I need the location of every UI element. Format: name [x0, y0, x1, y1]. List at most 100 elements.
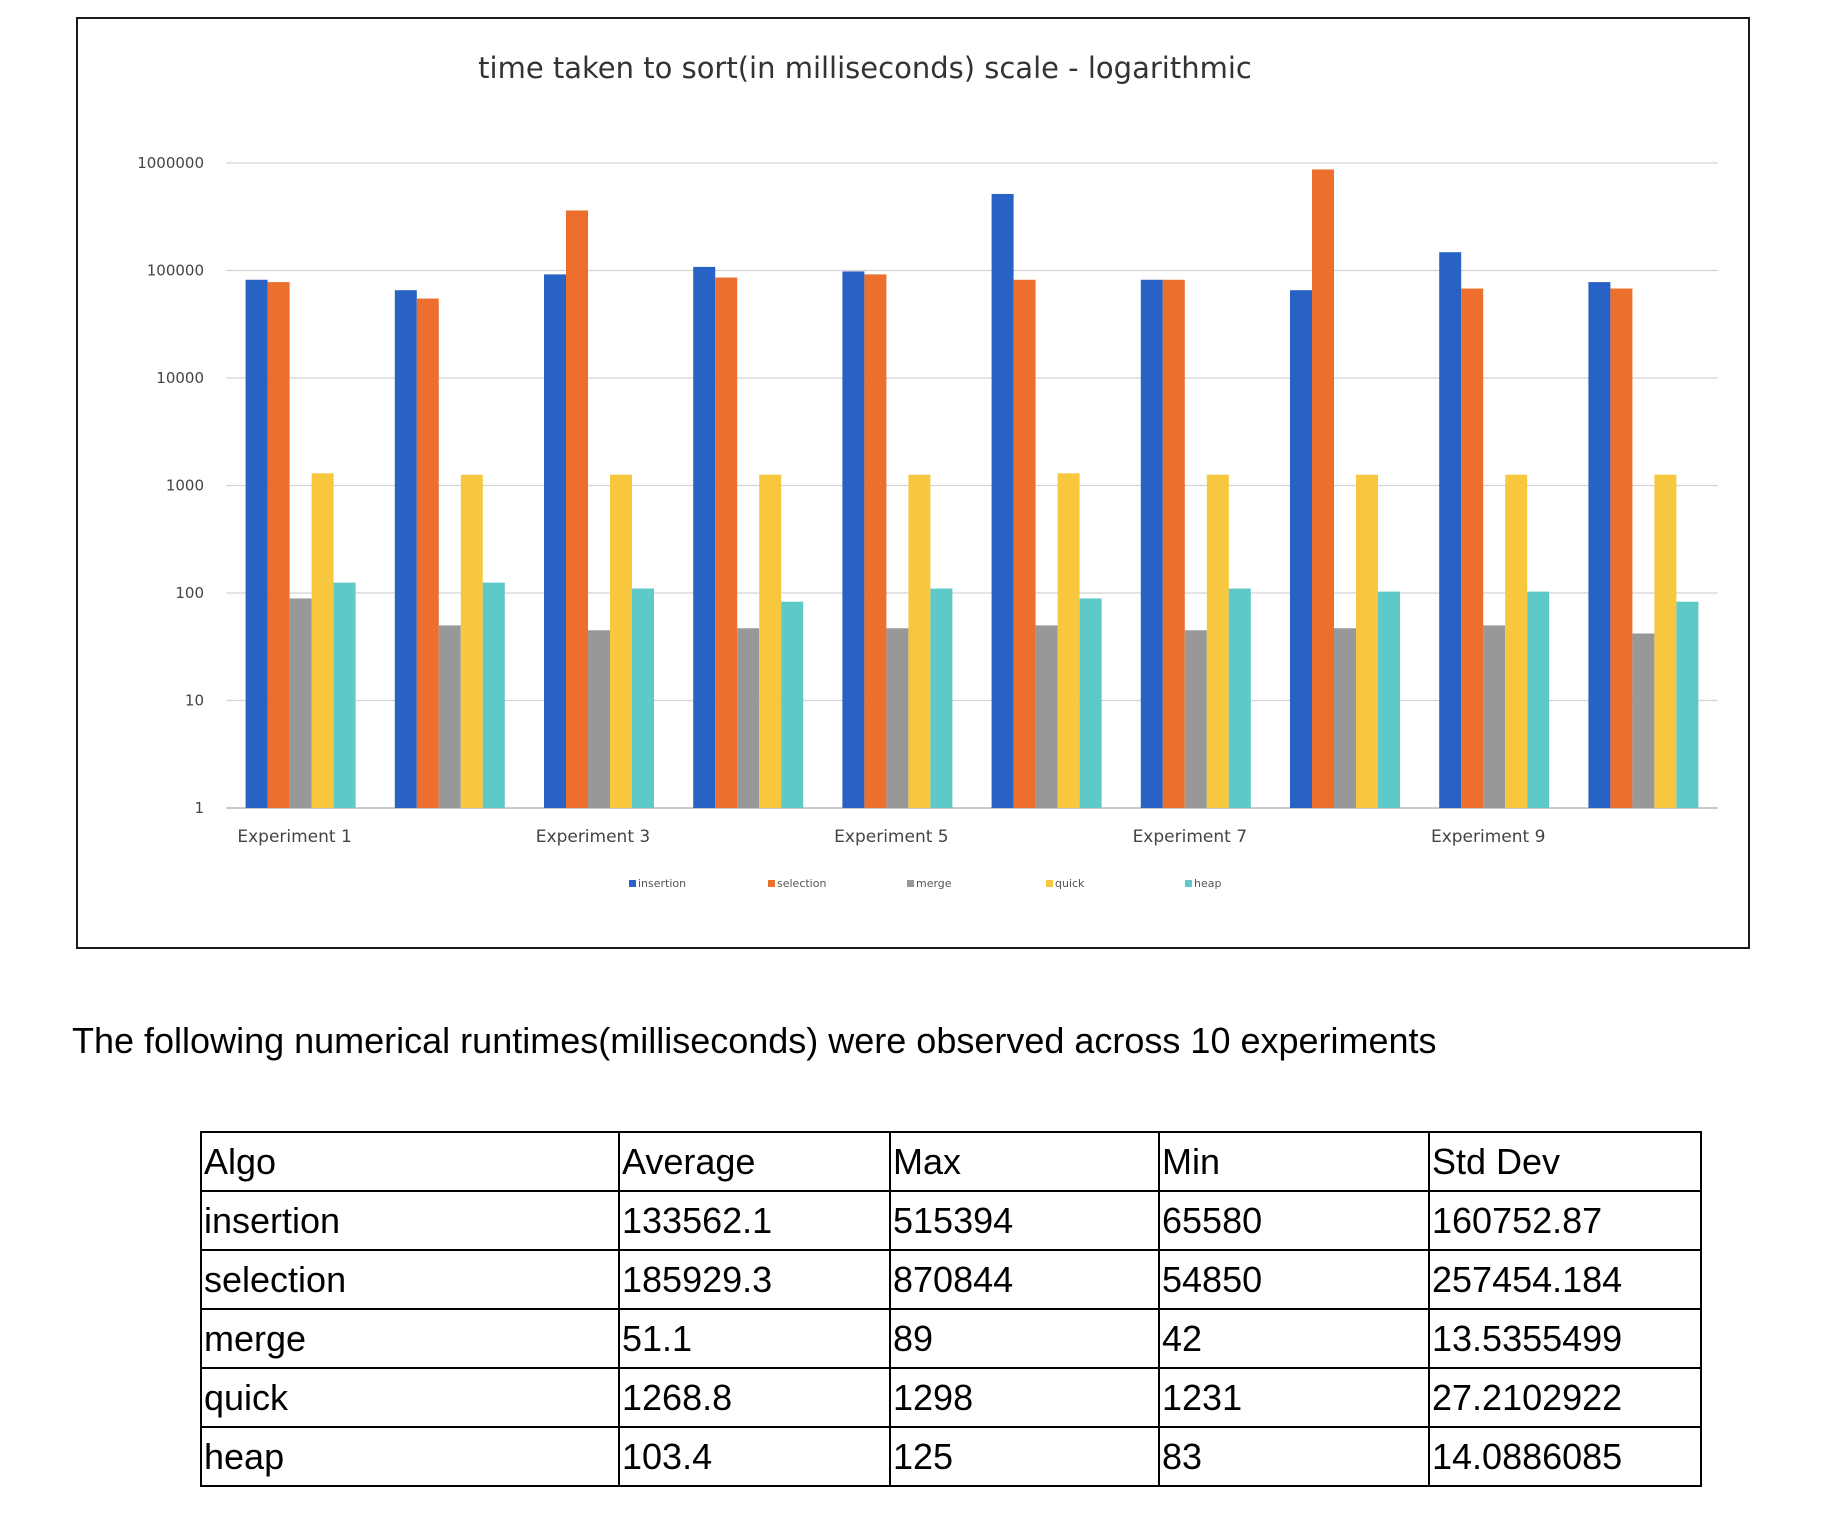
legend-swatch — [768, 880, 775, 887]
x-axis-labels: Experiment 1 Experiment 3 Experiment 5 Expe… — [237, 827, 1545, 847]
y-tick-label: 100000 — [147, 262, 204, 280]
legend-label: merge — [916, 877, 952, 890]
bar-heap — [781, 601, 804, 808]
bar-selection — [1461, 288, 1484, 809]
bar-selection — [715, 277, 738, 809]
bar-selection — [566, 210, 588, 808]
bar-heap — [1079, 598, 1102, 808]
bar-merge — [1632, 633, 1655, 808]
header-cell: Std Dev — [1428, 1131, 1702, 1192]
legend-swatch — [1046, 880, 1053, 887]
bar-quick — [1505, 474, 1528, 808]
y-tick-label: 10000 — [156, 369, 204, 387]
bar-heap — [333, 582, 356, 808]
bar-selection — [1162, 279, 1185, 808]
y-tick-label: 10 — [185, 692, 204, 710]
table-row: merge 51.1 89 42 13.5355499 — [200, 1308, 1702, 1369]
table-cell: 515394 — [889, 1190, 1160, 1251]
bar-insertion — [1290, 290, 1312, 808]
bar-quick — [1057, 473, 1080, 808]
bar-quick — [1206, 474, 1229, 808]
bar-insertion — [1588, 282, 1611, 808]
table-header-row: Algo Average Max Min Std Dev — [200, 1131, 1702, 1192]
table-cell: 13.5355499 — [1428, 1308, 1702, 1369]
bar-selection — [864, 274, 887, 808]
table-cell: 160752.87 — [1428, 1190, 1702, 1251]
bar-insertion — [842, 271, 865, 808]
legend-swatch — [907, 880, 914, 887]
bar-heap — [632, 588, 654, 808]
header-cell: Algo — [200, 1131, 620, 1192]
header-cell: Max — [889, 1131, 1160, 1192]
chart-title: time taken to sort(in milliseconds) scal… — [478, 51, 1252, 85]
legend-label: selection — [777, 877, 826, 890]
bar-merge — [1035, 625, 1058, 808]
table-row: insertion 133562.1 515394 65580 160752.8… — [200, 1190, 1702, 1251]
bar-insertion — [1439, 252, 1462, 808]
legend-label: heap — [1194, 877, 1221, 890]
bar-insertion — [991, 193, 1014, 809]
table-cell: 185929.3 — [618, 1249, 891, 1310]
table-cell: 1298 — [889, 1367, 1160, 1428]
table-cell: 133562.1 — [618, 1190, 891, 1251]
bar-quick — [311, 473, 334, 808]
legend-label: quick — [1055, 877, 1085, 890]
bars — [245, 169, 1699, 809]
bar-heap — [930, 588, 953, 808]
legend-label: insertion — [638, 877, 686, 890]
caption: The following numerical runtimes(millise… — [72, 1020, 1437, 1061]
table-cell: 103.4 — [618, 1426, 891, 1487]
table-cell: 51.1 — [618, 1308, 891, 1369]
bar-heap — [1676, 601, 1699, 808]
x-tick-label: Experiment 7 — [1133, 827, 1247, 847]
table-cell: 125 — [889, 1426, 1160, 1487]
table-cell: 14.0886085 — [1428, 1426, 1702, 1487]
bar-insertion — [245, 279, 268, 808]
y-axis-ticks: 1 10 100 1000 10000 100000 1000000 — [137, 154, 204, 817]
bar-quick — [1356, 474, 1378, 808]
table-cell: 83 — [1158, 1426, 1430, 1487]
table-cell: 42 — [1158, 1308, 1430, 1369]
bar-insertion — [693, 266, 716, 808]
bar-merge — [886, 628, 909, 808]
table-cell: merge — [200, 1308, 620, 1369]
y-tick-label: 1 — [194, 799, 204, 817]
bar-quick — [908, 474, 931, 808]
table-cell: 1268.8 — [618, 1367, 891, 1428]
table-cell: 27.2102922 — [1428, 1367, 1702, 1428]
table-cell: 89 — [889, 1308, 1160, 1369]
bar-quick — [1654, 474, 1677, 808]
x-tick-label: Experiment 5 — [834, 827, 948, 847]
bar-merge — [438, 625, 461, 808]
table-row: heap 103.4 125 83 14.0886085 — [200, 1426, 1702, 1487]
bar-quick — [460, 474, 483, 808]
bar-quick — [610, 474, 632, 808]
table-cell: 65580 — [1158, 1190, 1430, 1251]
bar-heap — [482, 582, 505, 808]
table-row: quick 1268.8 1298 1231 27.2102922 — [200, 1367, 1702, 1428]
table-cell: 870844 — [889, 1249, 1160, 1310]
bar-merge — [588, 630, 610, 808]
bar-merge — [1483, 625, 1506, 808]
bar-insertion — [394, 290, 417, 808]
y-tick-label: 1000000 — [137, 154, 204, 172]
table-cell: selection — [200, 1249, 620, 1310]
table-row: selection 185929.3 870844 54850 257454.1… — [200, 1249, 1702, 1310]
table-cell: 1231 — [1158, 1367, 1430, 1428]
legend: insertion selection merge quick heap — [629, 877, 1221, 890]
bar-selection — [1610, 288, 1633, 809]
bar-quick — [759, 474, 782, 808]
table-cell: quick — [200, 1367, 620, 1428]
bar-insertion — [544, 274, 566, 808]
x-tick-label: Experiment 9 — [1431, 827, 1545, 847]
bar-heap — [1378, 591, 1400, 808]
table-cell: 54850 — [1158, 1249, 1430, 1310]
header-cell: Min — [1158, 1131, 1430, 1192]
chart-container: time taken to sort(in milliseconds) scal… — [76, 17, 1750, 949]
bar-merge — [737, 628, 760, 808]
x-tick-label: Experiment 1 — [237, 827, 351, 847]
bar-selection — [416, 298, 439, 808]
bar-selection — [1312, 169, 1334, 808]
runtime-stats-table: Algo Average Max Min Std Dev insertion 1… — [200, 1131, 1702, 1487]
y-tick-label: 100 — [175, 584, 204, 602]
